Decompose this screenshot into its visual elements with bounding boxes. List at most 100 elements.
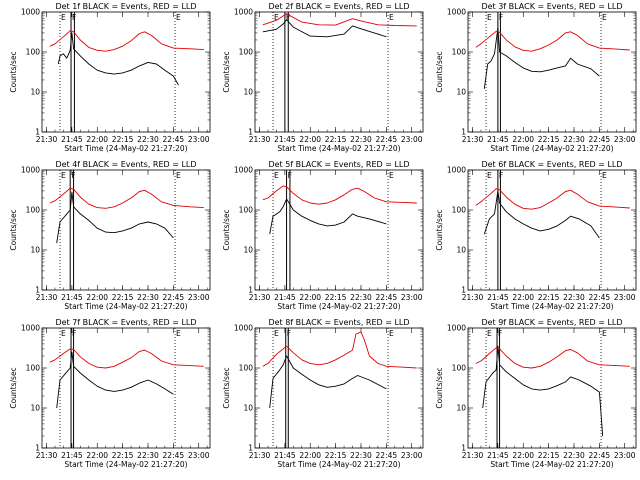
x-tick-label: 22:15	[112, 293, 134, 302]
y-tick-label: 100	[452, 364, 467, 373]
y-axis-label: Counts/sec	[435, 209, 444, 250]
panel-title: Det 8f BLACK = Events, RED = LLD	[268, 318, 409, 327]
x-tick-label: 23:00	[188, 135, 210, 144]
interval-marker-e: E	[389, 13, 394, 22]
x-tick-label: 22:45	[589, 451, 611, 460]
x-tick-label: 21:30	[462, 135, 484, 144]
interval-marker-f: F	[499, 171, 503, 180]
x-tick-label: 21:45	[487, 135, 509, 144]
y-tick-label: 10	[30, 246, 40, 255]
y-tick-label: 1	[461, 128, 466, 137]
panel-det-8: Det 8f BLACK = Events, RED = LLD 1 10 100 10…	[222, 318, 424, 469]
x-tick-label: 23:00	[614, 135, 636, 144]
interval-marker-e: E	[176, 171, 181, 180]
y-tick-label: 1	[35, 128, 40, 137]
x-tick-label: 22:15	[112, 451, 134, 460]
plot-frame	[254, 327, 424, 449]
x-tick-label: 23:00	[401, 451, 423, 460]
y-tick-label: 1	[35, 444, 40, 453]
y-tick-label: 1	[35, 286, 40, 295]
events-series-line	[483, 190, 600, 239]
panel-title: Det 1f BLACK = Events, RED = LLD	[55, 2, 196, 11]
x-tick-label: 21:30	[36, 293, 58, 302]
x-tick-label: 22:45	[589, 135, 611, 144]
interval-marker-e: E	[487, 329, 492, 338]
x-tick-label: 22:30	[137, 293, 159, 302]
x-tick-label: 22:15	[325, 451, 347, 460]
y-axis-label: Counts/sec	[222, 209, 231, 250]
interval-marker-e: E	[487, 171, 492, 180]
y-tick-label: 10	[243, 246, 253, 255]
panel-det-1: Det 1f BLACK = Events, RED = LLD 1 10 100 10…	[9, 2, 211, 153]
y-axis-label: Counts/sec	[435, 367, 444, 408]
y-axis-label: Counts/sec	[222, 51, 231, 92]
x-tick-label: 21:45	[61, 135, 83, 144]
plot-frame	[254, 11, 424, 133]
y-tick-label: 10	[243, 88, 253, 97]
x-tick-label: 22:45	[376, 293, 398, 302]
x-tick-label: 22:30	[563, 293, 585, 302]
x-tick-label: 22:15	[538, 135, 560, 144]
x-tick-label: 21:45	[274, 135, 296, 144]
events-series-line	[269, 355, 387, 409]
x-tick-label: 23:00	[401, 135, 423, 144]
interval-marker-e: E	[487, 13, 492, 22]
events-series-line	[269, 198, 387, 235]
x-tick-label: 21:30	[249, 451, 271, 460]
y-tick-label: 100	[239, 48, 254, 57]
y-tick-label: 10	[456, 88, 466, 97]
lld-series-line	[475, 347, 630, 369]
y-tick-label: 1000	[447, 166, 466, 175]
interval-marker-f: F	[71, 171, 75, 180]
x-tick-label: 22:30	[563, 135, 585, 144]
interval-marker-e: E	[389, 171, 394, 180]
interval-marker-f: F	[498, 329, 502, 338]
x-tick-label: 22:00	[299, 293, 321, 302]
panel-title: Det 9f BLACK = Events, RED = LLD	[481, 318, 622, 327]
x-tick-label: 22:45	[589, 293, 611, 302]
x-tick-label: 22:45	[376, 451, 398, 460]
interval-marker-e: E	[602, 171, 607, 180]
x-tick-label: 22:45	[163, 451, 185, 460]
panel-title: Det 6f BLACK = Events, RED = LLD	[481, 160, 622, 169]
x-tick-label: 21:30	[249, 293, 271, 302]
events-series-line	[482, 345, 604, 437]
events-series-line	[483, 27, 600, 89]
y-axis-label: Counts/sec	[435, 51, 444, 92]
y-tick-label: 1	[248, 444, 253, 453]
x-tick-label: 21:30	[36, 451, 58, 460]
lld-series-line	[262, 13, 417, 27]
interval-marker-e: E	[176, 13, 181, 22]
x-tick-label: 22:45	[163, 293, 185, 302]
x-tick-label: 21:45	[61, 451, 83, 460]
panel-title: Det 7f BLACK = Events, RED = LLD	[55, 318, 196, 327]
y-tick-label: 10	[456, 246, 466, 255]
y-tick-label: 100	[26, 206, 41, 215]
y-tick-label: 1000	[234, 8, 253, 17]
y-tick-label: 1000	[234, 324, 253, 333]
x-tick-label: 21:45	[274, 293, 296, 302]
x-tick-label: 22:15	[325, 293, 347, 302]
plot-frame	[41, 169, 211, 291]
y-tick-label: 1000	[447, 324, 466, 333]
x-tick-label: 22:00	[86, 293, 108, 302]
x-axis-label: Start Time (24-May-02 21:27:20)	[64, 302, 187, 311]
x-tick-label: 21:30	[249, 135, 271, 144]
y-tick-label: 1	[461, 286, 466, 295]
plot-frame	[467, 11, 637, 133]
interval-marker-f: F	[286, 13, 290, 22]
y-axis-label: Counts/sec	[9, 367, 18, 408]
interval-marker-e: E	[176, 329, 181, 338]
panel-det-7: Det 7f BLACK = Events, RED = LLD 1 10 100 10…	[9, 318, 211, 469]
x-axis-label: Start Time (24-May-02 21:27:20)	[277, 302, 400, 311]
y-tick-label: 100	[452, 48, 467, 57]
plot-frame	[467, 169, 637, 291]
interval-marker-e: E	[274, 329, 279, 338]
x-tick-label: 21:45	[487, 293, 509, 302]
x-tick-label: 22:30	[563, 451, 585, 460]
x-tick-label: 22:00	[86, 451, 108, 460]
x-axis-label: Start Time (24-May-02 21:27:20)	[277, 144, 400, 153]
x-axis-label: Start Time (24-May-02 21:27:20)	[490, 144, 613, 153]
interval-marker-e: E	[389, 329, 394, 338]
panel-det-2: Det 2f BLACK = Events, RED = LLD 1 10 100 10…	[222, 2, 424, 153]
